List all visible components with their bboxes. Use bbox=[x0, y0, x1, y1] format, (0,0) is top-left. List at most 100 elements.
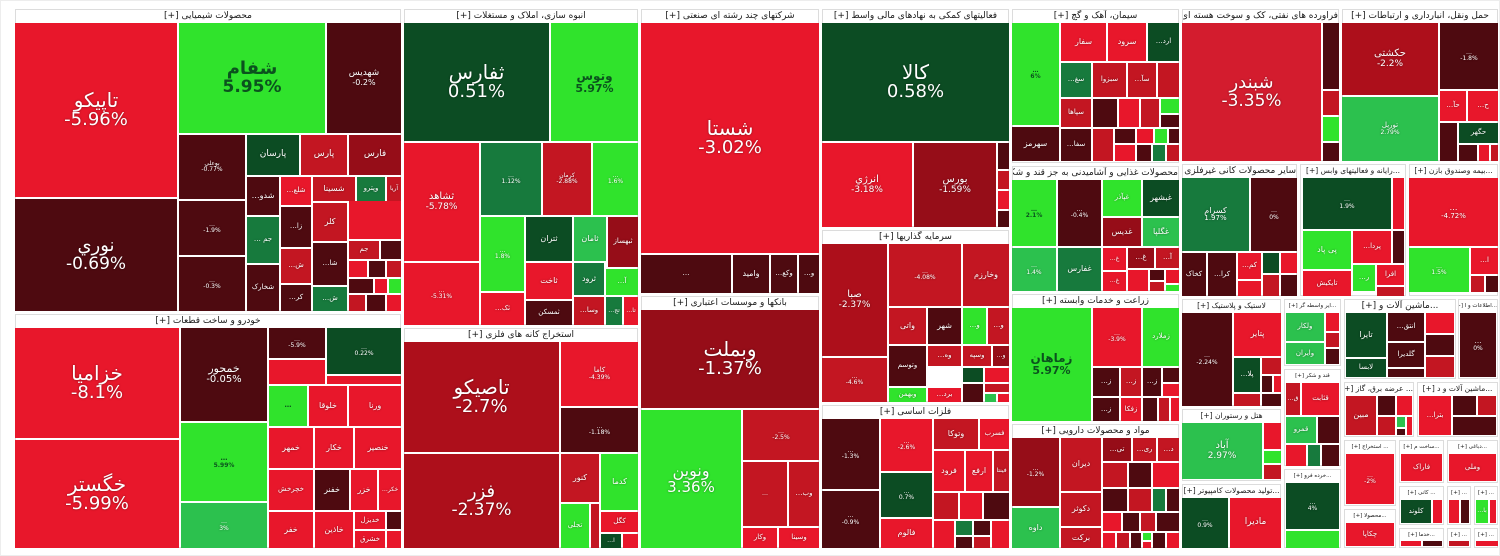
stock-tile[interactable]: غ… bbox=[1128, 248, 1154, 268]
stock-tile[interactable]: غپآذر bbox=[1103, 180, 1141, 216]
sector-header[interactable]: لاستیک و پلاستیک [+] bbox=[1197, 301, 1266, 310]
stock-tile[interactable]: وملی bbox=[1449, 454, 1496, 481]
stock-tile[interactable]: … -1.8% bbox=[1440, 23, 1498, 89]
stock-tile-small[interactable] bbox=[1453, 396, 1476, 415]
stock-tile[interactable]: کرمان -2.88% bbox=[543, 143, 591, 215]
sector-header[interactable]: ... استخراج [+] bbox=[1351, 444, 1389, 450]
stock-tile-small[interactable] bbox=[1388, 369, 1424, 377]
stock-tile-small[interactable] bbox=[934, 493, 958, 519]
stock-tile-small[interactable] bbox=[591, 504, 599, 548]
stock-tile-small[interactable] bbox=[1171, 398, 1179, 421]
stock-tile-small[interactable] bbox=[327, 376, 401, 384]
stock-tile-small[interactable] bbox=[387, 512, 401, 529]
stock-tile[interactable]: شهدیس -0.2% bbox=[327, 23, 401, 133]
sector-header[interactable]: استخراج کانه های فلزی [+] bbox=[467, 330, 575, 340]
stock-tile[interactable]: تاپیکو -5.96% bbox=[15, 23, 177, 197]
sector-header[interactable]: فراورده های نفتی، کک و سوخت هسته ای [+] bbox=[1183, 11, 1338, 21]
stock-tile-small[interactable] bbox=[1491, 145, 1498, 161]
stock-tile-small[interactable] bbox=[1378, 417, 1395, 435]
stock-tile[interactable]: … -4.72% bbox=[1409, 178, 1498, 246]
stock-tile-small[interactable] bbox=[1264, 423, 1281, 449]
stock-tile-small[interactable] bbox=[1153, 533, 1165, 548]
stock-tile-small[interactable] bbox=[1323, 91, 1339, 115]
stock-tile-small[interactable] bbox=[1129, 463, 1151, 487]
sector-header[interactable]: ... کانی [+] bbox=[1407, 490, 1436, 496]
stock-tile[interactable]: آ… bbox=[606, 269, 638, 295]
stock-tile-small[interactable] bbox=[1308, 445, 1320, 466]
stock-tile[interactable]: ثک… bbox=[481, 293, 524, 325]
stock-tile[interactable]: ر… bbox=[1353, 265, 1375, 291]
stock-tile[interactable]: سفار bbox=[1061, 23, 1106, 61]
stock-tile[interactable]: غفارس bbox=[1058, 248, 1101, 291]
stock-tile[interactable]: خفنر bbox=[315, 470, 349, 510]
sector-header[interactable]: ...تولید محصولات کامپیوتر [+] bbox=[1183, 486, 1280, 495]
sector-header[interactable]: ...اطلاعات و ا [+] bbox=[1459, 303, 1497, 309]
stock-tile[interactable]: … -5.31% bbox=[404, 263, 479, 325]
sector-header[interactable]: محصولات شیمیایی [+] bbox=[164, 11, 252, 21]
stock-tile[interactable]: … -3.9% bbox=[1093, 308, 1141, 366]
stock-tile[interactable]: … -4.6% bbox=[822, 358, 887, 402]
sector-header[interactable]: محصولات غذایی و آشامیدنی به جز قند و شکر… bbox=[1013, 168, 1178, 178]
stock-tile[interactable]: حکشتی -2.2% bbox=[1342, 23, 1438, 95]
stock-tile-small[interactable] bbox=[389, 279, 401, 293]
stock-tile[interactable]: … -2.24% bbox=[1182, 313, 1232, 406]
stock-tile-small[interactable] bbox=[1326, 333, 1339, 347]
stock-tile-small[interactable] bbox=[1323, 23, 1339, 89]
stock-tile[interactable]: وامید bbox=[733, 255, 769, 293]
stock-tile-small[interactable] bbox=[1103, 513, 1121, 531]
stock-tile-small[interactable] bbox=[1153, 463, 1179, 487]
stock-tile-small[interactable] bbox=[1262, 394, 1281, 406]
stock-tile-small[interactable] bbox=[1163, 368, 1179, 382]
stock-tile[interactable]: … bbox=[641, 255, 731, 293]
stock-tile-small[interactable] bbox=[349, 295, 365, 311]
stock-tile[interactable]: خمحور -0.05% bbox=[181, 328, 267, 421]
stock-tile-small[interactable] bbox=[984, 493, 1009, 519]
stock-tile-small[interactable] bbox=[1322, 445, 1339, 466]
stock-tile-small[interactable] bbox=[1426, 335, 1454, 355]
stock-tile[interactable]: نوري -0.69% bbox=[15, 199, 177, 311]
stock-tile[interactable]: آ… bbox=[1156, 248, 1179, 268]
stock-tile[interactable]: سفا… bbox=[1061, 129, 1091, 161]
stock-tile-small[interactable] bbox=[1440, 123, 1457, 161]
stock-tile[interactable]: کرا… bbox=[1208, 253, 1236, 296]
stock-tile-small[interactable] bbox=[1318, 417, 1339, 443]
stock-tile-small[interactable] bbox=[1453, 417, 1496, 435]
stock-tile[interactable]: فاراک bbox=[1401, 454, 1442, 481]
stock-tile-small[interactable] bbox=[1141, 513, 1155, 531]
stock-tile[interactable]: سآ… bbox=[1128, 63, 1156, 97]
stock-tile[interactable]: غگلپا bbox=[1143, 218, 1179, 246]
stock-tile-small[interactable] bbox=[956, 537, 972, 548]
stock-tile-small[interactable] bbox=[998, 143, 1009, 169]
stock-tile[interactable]: خمهر bbox=[269, 428, 313, 468]
stock-tile[interactable]: حآ… bbox=[1440, 91, 1466, 121]
stock-tile[interactable]: غبشهر bbox=[1143, 180, 1179, 216]
stock-tile-small[interactable] bbox=[1103, 489, 1127, 511]
stock-tile[interactable]: وسپه bbox=[963, 346, 991, 366]
sector-header[interactable]: ... عرضه برق، گاز [+] bbox=[1345, 384, 1413, 393]
stock-tile[interactable]: تج… bbox=[606, 297, 622, 325]
stock-tile[interactable]: شخارک bbox=[247, 265, 279, 311]
stock-tile-small[interactable] bbox=[1123, 513, 1139, 531]
sector-header[interactable]: فلزات اساسی [+] bbox=[879, 407, 952, 417]
stock-tile[interactable]: برد… bbox=[928, 388, 961, 402]
sector-header[interactable]: ...رایانه و فعالیتهای وابس [+] bbox=[1306, 166, 1400, 175]
stock-tile[interactable]: … -4.08% bbox=[889, 244, 961, 306]
stock-tile[interactable]: صبا -2.37% bbox=[822, 244, 887, 356]
stock-tile-small[interactable] bbox=[1137, 129, 1153, 143]
stock-tile-small[interactable] bbox=[1449, 541, 1469, 546]
stock-tile-small[interactable] bbox=[1449, 500, 1459, 523]
sector-header[interactable]: سرمایه گذاریها [+] bbox=[879, 232, 952, 242]
stock-tile-small[interactable] bbox=[1093, 99, 1117, 127]
stock-tile-small[interactable] bbox=[1263, 253, 1279, 273]
sector-header[interactable]: هتل و رستوران [+] bbox=[1200, 411, 1263, 420]
stock-tile[interactable]: ونوین 3.36% bbox=[641, 410, 741, 548]
stock-tile[interactable]: تایرا bbox=[1346, 313, 1386, 357]
sector-header[interactable]: ...ایر واسطه گر [+] bbox=[1288, 303, 1337, 309]
stock-tile[interactable]: شا… bbox=[313, 243, 347, 285]
stock-tile-small[interactable] bbox=[1326, 313, 1339, 331]
stock-tile[interactable]: پتایر bbox=[1234, 313, 1281, 356]
sector-header[interactable]: خودرو و ساخت قطعات [+] bbox=[155, 316, 261, 326]
stock-tile-small[interactable] bbox=[1150, 282, 1164, 291]
stock-tile[interactable]: … -1.3% bbox=[822, 419, 879, 489]
stock-tile[interactable]: سهرمز bbox=[1012, 127, 1059, 161]
